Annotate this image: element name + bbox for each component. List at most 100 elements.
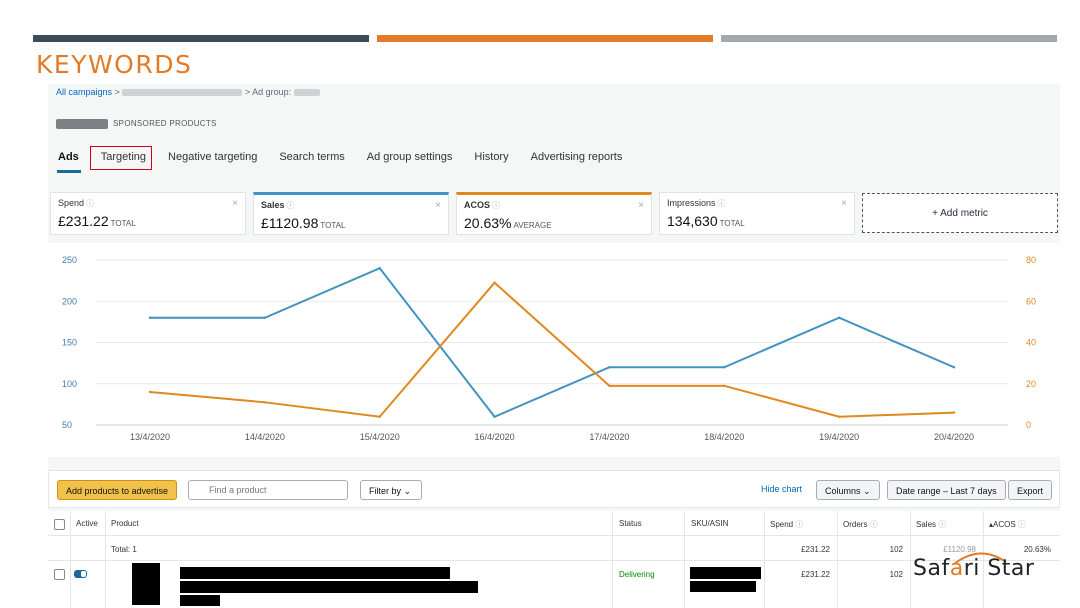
tab-advertising-reports[interactable]: Advertising reports	[530, 151, 623, 163]
series-point-2	[952, 411, 956, 414]
tab-search-terms[interactable]: Search terms	[279, 151, 345, 163]
column-header-sku[interactable]: SKU/ASIN	[691, 519, 729, 528]
metric-label: Impressions ⓘ	[667, 198, 726, 208]
line-chart: 250 80 200 60 150 40 100 20 50 0 13/4/2020 14/4/202…	[62, 255, 1036, 442]
breadcrumb: All campaigns > > Ad group:	[56, 87, 320, 97]
column-header-sales[interactable]: Sales ⓘ	[916, 520, 947, 529]
breadcrumb-all-campaigns[interactable]: All campaigns	[56, 87, 113, 97]
tab-targeting[interactable]: Targeting	[100, 151, 147, 163]
date-range-button[interactable]: Date range – Last 7 days	[887, 480, 1006, 500]
column-header-product[interactable]: Product	[111, 519, 139, 528]
info-icon: ⓘ	[717, 199, 726, 208]
column-header-status[interactable]: Status	[619, 519, 642, 528]
series-line-1	[150, 267, 955, 418]
info-icon: ⓘ	[492, 201, 501, 210]
info-icon: ⓘ	[86, 199, 95, 208]
column-divider	[910, 511, 911, 608]
column-header-acos[interactable]: ▴ACOS ⓘ	[989, 520, 1026, 529]
breadcrumb-separator: >	[244, 87, 251, 97]
column-divider	[105, 511, 106, 608]
select-all-checkbox[interactable]	[54, 519, 65, 530]
tab-negative-targeting[interactable]: Negative targeting	[168, 151, 258, 163]
series-line-2	[149, 281, 955, 418]
x-tick-label: 17/4/2020	[589, 432, 629, 442]
row-spend: £231.22	[801, 570, 830, 579]
x-tick-label: 16/4/2020	[475, 432, 515, 442]
tab-history[interactable]: History	[474, 151, 509, 163]
safari-star-logo: Safari Star	[913, 556, 1035, 581]
series-point-1	[493, 415, 496, 418]
total-spend: £231.22	[801, 545, 830, 554]
tab-ads[interactable]: Ads	[58, 151, 79, 163]
total-acos: 20.63%	[1023, 545, 1051, 554]
slide-title: KEYWORDS	[36, 50, 193, 79]
add-metric-button[interactable]: + Add metric	[862, 193, 1058, 233]
y-left-tick-label: 200	[62, 296, 77, 306]
info-icon: ⓘ	[869, 520, 878, 529]
series-point-1	[608, 366, 611, 369]
close-icon[interactable]: ×	[638, 200, 644, 211]
column-divider	[684, 511, 685, 608]
hide-chart-link[interactable]: Hide chart	[761, 484, 803, 494]
sort-ascending-icon: ▴	[989, 520, 994, 529]
active-toggle[interactable]	[74, 570, 87, 578]
row-checkbox[interactable]	[54, 569, 65, 580]
find-product-input[interactable]: Find a product	[188, 480, 348, 500]
metric-card-spend[interactable]: Spend ⓘ × £231.22 TOTAL	[50, 192, 246, 235]
redacted-sku	[690, 567, 761, 579]
metric-card-impressions[interactable]: Impressions ⓘ × 134,630 TOTAL	[659, 192, 855, 235]
columns-button[interactable]: Columns ⌄	[816, 480, 880, 500]
chart-panel: 250 80 200 60 150 40 100 20 50 0 13/4/2020 14/4/202…	[48, 243, 1060, 457]
column-header-orders[interactable]: Orders ⓘ	[843, 520, 878, 529]
status-badge: Delivering	[619, 570, 655, 579]
metric-value: 134,630 TOTAL	[667, 213, 745, 229]
close-icon[interactable]: ×	[232, 198, 238, 209]
info-icon: ⓘ	[938, 520, 947, 529]
metric-card-acos[interactable]: ACOS ⓘ × 20.63% AVERAGE	[456, 192, 652, 235]
series-point-2	[493, 281, 496, 284]
chevron-down-icon: ⌄	[863, 486, 871, 496]
series-point-2	[378, 415, 381, 418]
filter-by-button[interactable]: Filter by ⌄	[360, 480, 422, 500]
export-button[interactable]: Export	[1008, 480, 1053, 500]
column-divider	[764, 511, 765, 608]
adgroup-heading: SPONSORED PRODUCTS	[56, 119, 217, 129]
products-table: Active Product Status SKU/ASIN Spend ⓘ O…	[48, 511, 1060, 608]
y-right-tick-label: 20	[1026, 379, 1036, 389]
metric-value: £1120.98 TOTAL	[261, 215, 346, 231]
metric-label: Sales ⓘ	[261, 200, 295, 210]
column-divider	[983, 511, 984, 608]
add-products-button[interactable]: Add products to advertise	[57, 480, 178, 500]
x-tick-label: 15/4/2020	[360, 432, 400, 442]
redacted-adgroup-title	[56, 119, 108, 129]
column-divider	[612, 511, 613, 608]
series-point-2	[723, 384, 726, 388]
y-left-tick-label: 250	[62, 255, 77, 265]
series-point-1	[952, 366, 956, 369]
close-icon[interactable]: ×	[841, 198, 847, 209]
redacted-product-title	[180, 567, 450, 579]
y-left-tick-label: 150	[62, 338, 77, 348]
y-right-tick-label: 40	[1026, 338, 1036, 348]
tab-ad-group-settings[interactable]: Ad group settings	[366, 151, 453, 163]
row-orders: 102	[889, 570, 903, 579]
column-header-active[interactable]: Active	[76, 519, 98, 528]
redacted-product-title	[180, 581, 478, 593]
redacted-product-title	[180, 595, 220, 606]
row-divider	[48, 535, 1060, 536]
x-tick-label: 18/4/2020	[704, 432, 744, 442]
title-bar-grey	[721, 35, 1057, 42]
close-icon[interactable]: ×	[435, 200, 441, 211]
row-divider	[48, 560, 1060, 561]
y-right-tick-label: 80	[1026, 255, 1036, 265]
column-header-spend[interactable]: Spend ⓘ	[770, 520, 804, 529]
metric-label: Spend ⓘ	[58, 198, 95, 208]
metric-value: 20.63% AVERAGE	[464, 215, 552, 231]
column-divider	[837, 511, 838, 608]
series-point-1	[378, 267, 381, 270]
metric-card-sales[interactable]: Sales ⓘ × £1120.98 TOTAL	[253, 192, 449, 235]
series-point-1	[837, 316, 841, 319]
total-label: Total: 1	[111, 545, 137, 554]
breadcrumb-separator: >	[114, 87, 120, 97]
metric-value: £231.22 TOTAL	[58, 213, 136, 229]
